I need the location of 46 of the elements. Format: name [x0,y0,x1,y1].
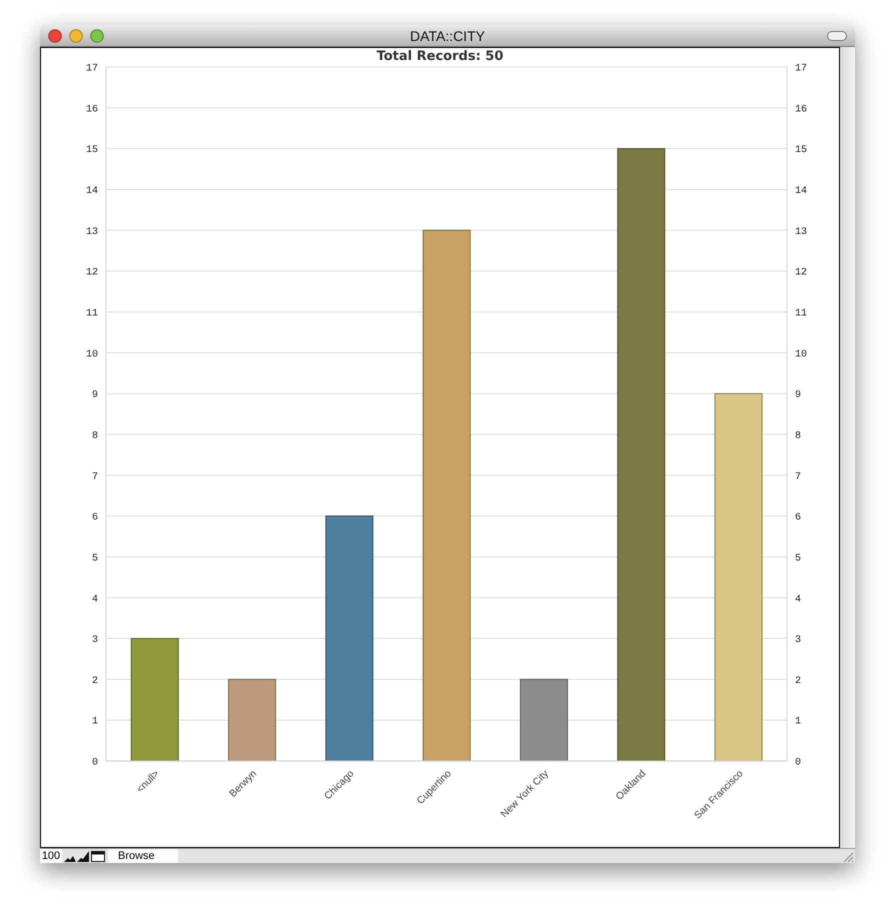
y2-tick-label: 6 [795,512,802,524]
y-tick-label: 7 [92,472,98,483]
y-tick-label: 17 [86,64,98,75]
y2-tick-label: 12 [795,268,808,279]
y2-tick-label: 4 [795,594,802,606]
bar [422,230,471,761]
y-tick-label: 3 [92,635,98,646]
y-tick-label: 15 [86,145,98,156]
y-tick-label: 6 [92,512,98,524]
y2-tick-label: 3 [795,635,802,646]
y2-tick-label: 1 [795,716,802,728]
bar [714,393,763,761]
y-tick-label: 2 [92,676,98,687]
y-tick-label: 13 [86,226,98,238]
y2-tick-label: 5 [795,553,802,564]
y-tick-label: 12 [86,268,98,279]
bar [617,148,666,761]
bar [520,678,568,761]
chart-title: Total Records: 50 [376,49,504,65]
y2-tick-label: 9 [795,390,802,402]
y-tick-label: 4 [92,594,98,606]
y2-tick-label: 8 [795,430,802,442]
y-tick-label: 1 [92,716,98,728]
bar [130,638,179,761]
y2-tick-label: 16 [795,104,808,116]
y-tick-label: 16 [86,104,98,116]
y-tick-label: 14 [86,186,98,198]
y2-tick-label: 15 [795,145,808,156]
y-tick-label: 9 [92,390,98,402]
status-bar: 100 Browse [40,848,855,863]
title-bar: DATA::CITY [40,25,855,47]
y2-tick-label: 7 [795,472,802,483]
y2-tick-label: 17 [795,64,808,75]
y-tick-label: 8 [92,430,98,442]
y-tick-label: 11 [86,308,98,320]
y2-tick-label: 11 [795,308,808,320]
y-tick-label: 5 [92,553,98,564]
bar [325,516,374,761]
y2-tick-label: 0 [795,758,802,769]
y2-tick-label: 2 [795,676,802,687]
y-tick-label: 10 [86,349,98,360]
bar [228,678,276,761]
y2-tick-label: 10 [795,349,808,360]
y2-tick-label: 14 [795,186,808,198]
y2-tick-label: 13 [795,226,808,238]
y-tick-label: 0 [92,758,98,769]
